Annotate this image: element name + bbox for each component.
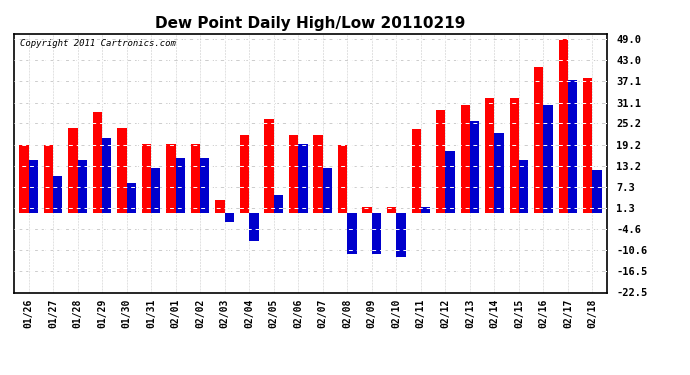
Bar bbox=[274, 195, 283, 213]
Bar bbox=[264, 119, 274, 213]
Bar bbox=[593, 170, 602, 213]
Bar bbox=[126, 183, 136, 213]
Bar bbox=[387, 207, 396, 213]
Bar bbox=[200, 158, 210, 213]
Bar bbox=[166, 144, 176, 213]
Bar bbox=[151, 168, 161, 213]
Bar bbox=[396, 213, 406, 257]
Bar bbox=[436, 110, 445, 213]
Bar bbox=[544, 105, 553, 213]
Bar bbox=[289, 135, 298, 213]
Bar bbox=[559, 39, 568, 213]
Bar bbox=[142, 144, 151, 213]
Bar bbox=[568, 80, 578, 213]
Bar bbox=[225, 213, 234, 222]
Bar bbox=[43, 145, 53, 213]
Bar bbox=[323, 168, 332, 213]
Bar bbox=[510, 98, 519, 213]
Bar bbox=[77, 160, 87, 213]
Bar bbox=[411, 129, 421, 213]
Bar bbox=[215, 200, 225, 213]
Bar bbox=[19, 145, 28, 213]
Bar bbox=[102, 138, 111, 213]
Bar bbox=[298, 144, 308, 213]
Bar bbox=[176, 158, 185, 213]
Bar bbox=[583, 78, 593, 213]
Bar bbox=[28, 160, 38, 213]
Bar bbox=[313, 135, 323, 213]
Text: Copyright 2011 Cartronics.com: Copyright 2011 Cartronics.com bbox=[20, 39, 176, 48]
Bar bbox=[372, 213, 381, 254]
Bar bbox=[249, 213, 259, 241]
Bar bbox=[470, 121, 479, 213]
Bar bbox=[421, 207, 430, 213]
Bar bbox=[53, 176, 62, 213]
Bar bbox=[445, 151, 455, 213]
Title: Dew Point Daily High/Low 20110219: Dew Point Daily High/Low 20110219 bbox=[155, 16, 466, 31]
Bar bbox=[485, 98, 495, 213]
Bar bbox=[92, 112, 102, 213]
Bar bbox=[519, 160, 529, 213]
Bar bbox=[495, 133, 504, 213]
Bar bbox=[117, 128, 126, 213]
Bar bbox=[191, 144, 200, 213]
Bar bbox=[68, 128, 77, 213]
Bar bbox=[240, 135, 249, 213]
Bar bbox=[338, 145, 347, 213]
Bar bbox=[347, 213, 357, 254]
Bar bbox=[534, 68, 544, 213]
Bar bbox=[362, 207, 372, 213]
Bar bbox=[460, 105, 470, 213]
